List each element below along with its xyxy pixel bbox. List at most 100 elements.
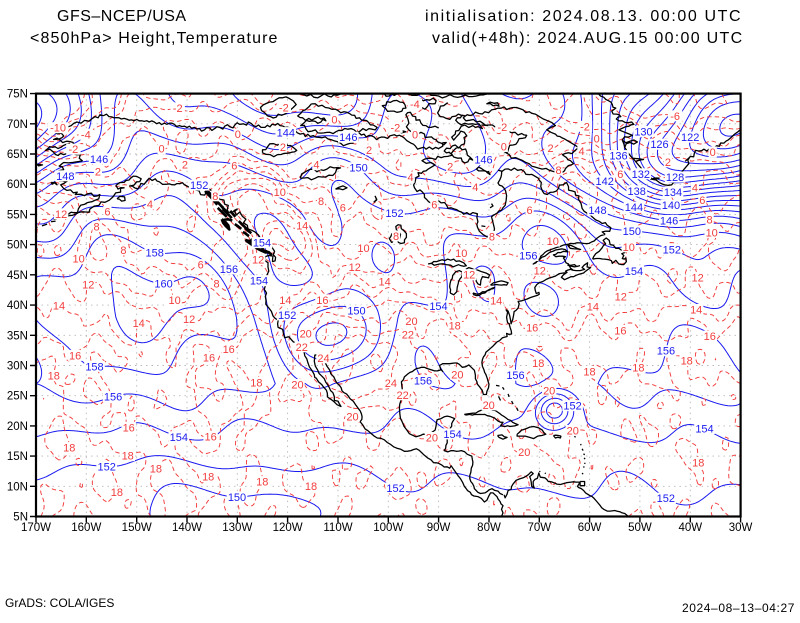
svg-text:30W: 30W <box>729 522 753 534</box>
svg-text:10: 10 <box>168 295 180 307</box>
svg-text:152: 152 <box>98 462 116 474</box>
svg-text:20: 20 <box>543 385 555 397</box>
svg-text:12: 12 <box>55 209 67 221</box>
svg-text:90W: 90W <box>427 522 451 534</box>
svg-text:12: 12 <box>691 272 703 284</box>
svg-text:148: 148 <box>588 205 606 217</box>
svg-text:14: 14 <box>279 295 291 307</box>
svg-text:138: 138 <box>628 186 646 198</box>
svg-text:16: 16 <box>223 344 235 356</box>
svg-text:16: 16 <box>704 331 716 343</box>
svg-text:154: 154 <box>429 301 447 313</box>
svg-text:10: 10 <box>455 248 467 260</box>
svg-text:6: 6 <box>104 206 110 218</box>
svg-text:8: 8 <box>393 231 399 243</box>
svg-text:18: 18 <box>63 443 75 455</box>
svg-text:152: 152 <box>563 401 581 413</box>
svg-text:50W: 50W <box>628 522 652 534</box>
svg-text:80W: 80W <box>477 522 501 534</box>
svg-text:18: 18 <box>150 463 162 475</box>
svg-text:152: 152 <box>278 310 296 322</box>
svg-text:2: 2 <box>95 167 101 179</box>
svg-text:6: 6 <box>527 205 533 217</box>
svg-text:22: 22 <box>296 342 308 354</box>
svg-text:142: 142 <box>596 176 614 188</box>
svg-text:150W: 150W <box>122 522 152 534</box>
svg-text:-2: -2 <box>391 122 401 134</box>
svg-text:18: 18 <box>692 458 704 470</box>
svg-text:10: 10 <box>623 242 635 254</box>
svg-text:150: 150 <box>623 226 641 238</box>
svg-text:18: 18 <box>681 356 693 368</box>
svg-text:12: 12 <box>463 270 475 282</box>
svg-text:0: 0 <box>710 147 716 159</box>
svg-text:valid(+48h): 2024.AUG.15 00:00: valid(+48h): 2024.AUG.15 00:00 UTC <box>432 30 743 47</box>
svg-text:150: 150 <box>349 163 367 175</box>
svg-text:160: 160 <box>154 279 172 291</box>
svg-text:18: 18 <box>583 366 595 378</box>
svg-text:20: 20 <box>405 316 417 328</box>
svg-text:70W: 70W <box>527 522 551 534</box>
svg-text:158: 158 <box>146 248 164 260</box>
svg-text:16: 16 <box>526 322 538 334</box>
svg-text:2: 2 <box>447 162 453 174</box>
svg-text:18: 18 <box>48 371 60 383</box>
svg-text:45N: 45N <box>7 270 28 282</box>
svg-text:15N: 15N <box>7 451 28 463</box>
svg-text:35N: 35N <box>7 330 28 342</box>
svg-text:initialisation: 2024.08.13. 0: initialisation: 2024.08.13. 00:00 UTC <box>425 8 742 25</box>
svg-text:8: 8 <box>489 231 495 243</box>
svg-text:16: 16 <box>69 350 81 362</box>
svg-text:10N: 10N <box>7 481 28 493</box>
svg-text:110W: 110W <box>323 522 352 534</box>
svg-text:-2: -2 <box>69 144 79 156</box>
svg-text:-2: -2 <box>580 121 590 133</box>
svg-text:146: 146 <box>339 132 357 144</box>
svg-text:0: 0 <box>159 144 165 156</box>
svg-text:14: 14 <box>133 318 145 330</box>
svg-text:55N: 55N <box>7 209 28 221</box>
svg-text:154: 154 <box>250 276 268 288</box>
svg-text:14: 14 <box>490 295 502 307</box>
svg-text:20: 20 <box>426 433 438 445</box>
svg-text:148: 148 <box>56 171 74 183</box>
svg-text:2: 2 <box>548 143 554 155</box>
svg-text:18: 18 <box>122 451 134 463</box>
svg-text:2: 2 <box>182 160 188 172</box>
svg-text:140W: 140W <box>172 522 202 534</box>
svg-text:20: 20 <box>567 426 579 438</box>
svg-text:4: 4 <box>147 199 153 211</box>
svg-text:75N: 75N <box>7 89 28 101</box>
svg-text:156: 156 <box>657 346 675 358</box>
svg-text:18: 18 <box>250 377 262 389</box>
svg-text:-6: -6 <box>670 111 680 123</box>
svg-text:4: 4 <box>692 183 698 195</box>
svg-text:-10: -10 <box>50 123 66 135</box>
svg-text:25N: 25N <box>7 391 28 403</box>
svg-text:50N: 50N <box>7 240 28 252</box>
svg-text:122: 122 <box>681 132 699 144</box>
svg-text:30N: 30N <box>7 361 28 373</box>
svg-text:146: 146 <box>660 216 678 228</box>
svg-text:134: 134 <box>664 187 682 199</box>
svg-text:128: 128 <box>666 172 684 184</box>
svg-text:-2: -2 <box>173 103 183 115</box>
svg-text:158: 158 <box>85 361 103 373</box>
svg-text:65N: 65N <box>7 149 28 161</box>
svg-text:130W: 130W <box>222 522 252 534</box>
svg-text:126: 126 <box>650 139 668 151</box>
svg-text:22: 22 <box>396 390 408 402</box>
svg-text:2024–08–13–04:27: 2024–08–13–04:27 <box>682 601 795 615</box>
svg-text:4: 4 <box>313 160 319 172</box>
svg-text:146: 146 <box>474 155 492 167</box>
svg-text:12: 12 <box>534 266 546 278</box>
svg-text:12: 12 <box>615 292 627 304</box>
svg-text:60N: 60N <box>7 179 28 191</box>
svg-text:20: 20 <box>518 447 530 459</box>
svg-text:144: 144 <box>277 128 295 140</box>
svg-text:152: 152 <box>657 493 675 505</box>
svg-text:0: 0 <box>412 130 418 142</box>
svg-text:5N: 5N <box>13 512 28 524</box>
svg-text:154: 154 <box>253 238 271 250</box>
svg-text:40N: 40N <box>7 300 28 312</box>
